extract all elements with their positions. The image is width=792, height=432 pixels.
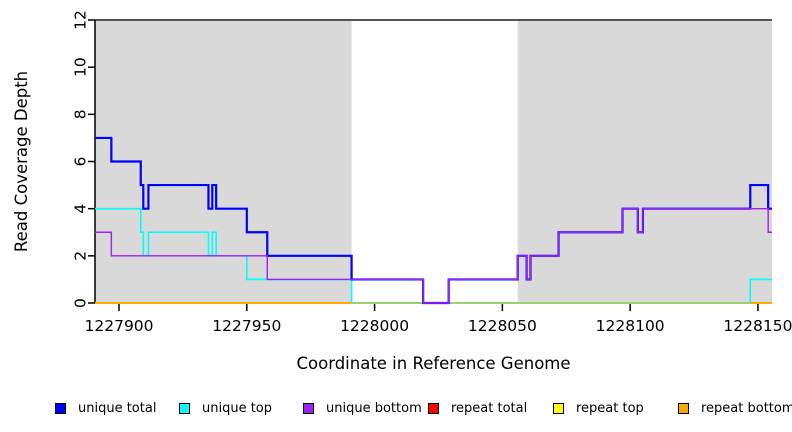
legend-label: unique bottom bbox=[326, 400, 422, 416]
legend-item-repeat-top: repeat top bbox=[553, 399, 644, 417]
y-axis-title: Read Coverage Depth bbox=[12, 71, 31, 252]
axes: 0 2 4 6 8 10 12 1227900 1227950 1228000 1228050 122… bbox=[71, 10, 792, 335]
repeat-top-swatch-icon bbox=[553, 402, 564, 414]
x-tick-label: 1228150 bbox=[723, 317, 792, 335]
repeat-region-shading bbox=[95, 20, 772, 303]
y-tick-label: 2 bbox=[71, 251, 89, 261]
legend-item-repeat-total: repeat total bbox=[428, 399, 527, 417]
x-tick-label: 1228100 bbox=[596, 317, 665, 335]
legend-label: repeat total bbox=[451, 400, 528, 416]
x-tick-label: 1228050 bbox=[468, 317, 537, 335]
unique-top-swatch-icon bbox=[179, 402, 190, 414]
y-tick-label: 6 bbox=[71, 157, 89, 167]
legend-item-unique-total: unique total bbox=[55, 399, 156, 417]
y-tick-label: 8 bbox=[71, 109, 89, 119]
legend-label: unique total bbox=[78, 400, 157, 416]
y-tick-label: 12 bbox=[71, 10, 89, 30]
unique-total-swatch-icon bbox=[55, 402, 66, 414]
x-tick-label: 1228000 bbox=[340, 317, 409, 335]
legend-item-unique-bottom: unique bottom bbox=[303, 399, 422, 417]
y-tick-label: 10 bbox=[71, 57, 89, 77]
x-tick-label: 1227950 bbox=[212, 317, 281, 335]
y-tick-label: 0 bbox=[71, 298, 89, 308]
x-tick-label: 1227900 bbox=[85, 317, 154, 335]
series-unique-bottom bbox=[95, 207, 772, 304]
unique-bottom-swatch-icon bbox=[303, 402, 314, 414]
coverage-step-lines bbox=[95, 136, 772, 305]
legend-label: repeat bottom bbox=[701, 400, 792, 416]
legend-label: unique top bbox=[202, 400, 273, 416]
legend-label: repeat top bbox=[576, 400, 644, 416]
y-tick-label: 4 bbox=[71, 204, 89, 214]
x-axis-title: Coordinate in Reference Genome bbox=[296, 354, 570, 373]
legend-item-unique-top: unique top bbox=[179, 399, 272, 417]
repeat-total-swatch-icon bbox=[428, 402, 439, 414]
chart-legend: unique total unique top unique bottom re… bbox=[0, 399, 792, 423]
series-unique-top bbox=[95, 207, 772, 304]
legend-item-repeat-bottom: repeat bottom bbox=[678, 399, 792, 417]
repeat-bottom-swatch-icon bbox=[678, 402, 689, 414]
repeat-region-right bbox=[517, 20, 772, 303]
